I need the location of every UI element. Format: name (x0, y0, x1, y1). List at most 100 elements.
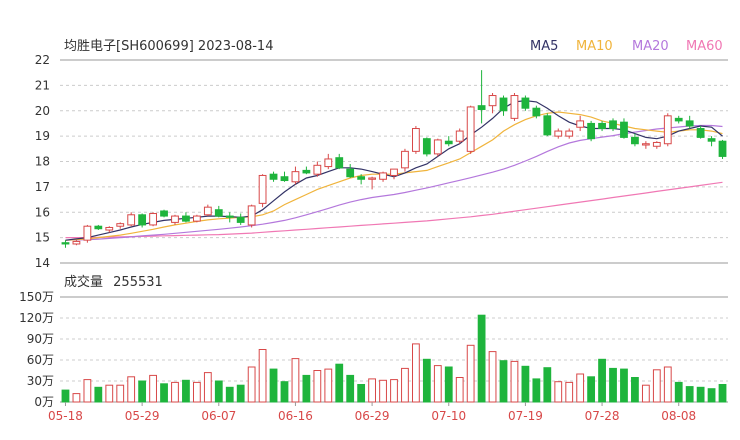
x-tick-label: 05-29 (125, 409, 160, 423)
volume-bar (554, 381, 563, 403)
volume-bar (203, 372, 212, 403)
volume-bar (368, 378, 376, 403)
volume-bar (324, 368, 333, 403)
candle-body (422, 138, 431, 155)
volume-bar (379, 379, 387, 403)
volume-bar (105, 384, 114, 403)
volume-bar (718, 384, 727, 403)
volume-bar (696, 386, 705, 403)
volume-bar (422, 358, 431, 403)
volume-bar (346, 374, 355, 403)
volume-bar (225, 386, 234, 403)
candle-body (685, 120, 694, 127)
volume-bar (631, 377, 639, 403)
y-tick-label: 60万 (27, 353, 54, 367)
volume-bar (335, 363, 344, 403)
candle-body (160, 210, 168, 217)
volume-bar (532, 378, 541, 403)
candle-body (214, 209, 223, 217)
y-tick-label: 90万 (27, 332, 54, 346)
volume-bars (61, 314, 727, 403)
x-tick-label: 05-18 (48, 409, 83, 423)
volume-bar (116, 384, 125, 403)
volume-bar (160, 383, 168, 403)
candle-body (401, 150, 409, 169)
legend-item: MA20 (632, 39, 669, 54)
candle-body (258, 174, 267, 204)
candle-body (620, 121, 628, 138)
y-tick-label: 150万 (19, 290, 54, 304)
x-tick-label: 06-16 (278, 409, 313, 423)
chart-title: 均胜电子[SH600699] 2023-08-14 (64, 39, 273, 54)
volume-bar (455, 377, 464, 403)
candle-body (203, 206, 212, 216)
volume-bar (587, 376, 596, 403)
volume-bar (171, 381, 179, 403)
candle-body (368, 177, 376, 180)
volume-bar (707, 388, 716, 403)
candle-body (412, 128, 420, 152)
volume-bar (565, 381, 574, 403)
candle-body (576, 120, 585, 128)
candle-body (543, 115, 552, 136)
candle-body (663, 115, 672, 145)
candle-body (707, 138, 716, 142)
candles (61, 70, 727, 248)
volume-bar (280, 381, 289, 403)
candle-body (236, 216, 245, 223)
volume-bar (357, 384, 366, 403)
volume-bar (466, 344, 475, 403)
volume-bar (620, 368, 628, 403)
volume-bar (674, 381, 683, 403)
volume-title: 成交量 255531 (64, 274, 163, 290)
y-tick-label: 19 (35, 129, 50, 143)
candle-body (116, 223, 125, 227)
candle-body (302, 169, 311, 174)
candle-body (324, 158, 333, 168)
candle-body (587, 122, 596, 140)
y-tick-label: 0万 (34, 395, 54, 409)
volume-bar (83, 379, 92, 403)
candle-body (674, 117, 683, 122)
candle-body (138, 214, 147, 226)
candle-body (718, 140, 727, 157)
ma60-line (65, 181, 723, 239)
candle-body (433, 139, 442, 155)
candle-body (554, 130, 563, 137)
ma20-line (65, 124, 723, 241)
y-tick-label: 15 (35, 231, 50, 245)
candle-body (499, 97, 508, 112)
volume-bar (412, 343, 420, 403)
candle-body (149, 213, 157, 226)
volume-bar (236, 384, 245, 403)
y-tick-label: 21 (35, 78, 50, 92)
volume-bar (609, 367, 617, 403)
legend: MA5 MA10 MA20 MA60 (530, 39, 723, 54)
candle-body (357, 176, 366, 180)
volume-bar (247, 366, 256, 403)
price-grid (60, 59, 728, 264)
candle-body (641, 143, 650, 146)
candle-body (72, 240, 81, 245)
volume-bar (598, 358, 606, 403)
volume-y-axis: 150万 120万 90万 60万 30万 0万 (19, 290, 54, 409)
volume-bar (94, 386, 103, 403)
candle-body (127, 214, 136, 226)
volume-bar (61, 389, 70, 403)
candle-body (313, 164, 322, 175)
x-tick-label: 07-19 (508, 409, 543, 423)
candle-body (225, 215, 234, 218)
candle-body (696, 128, 705, 138)
candle-body (335, 157, 344, 169)
candle-body (247, 205, 256, 226)
y-tick-label: 20 (35, 104, 50, 118)
volume-bar (72, 393, 81, 403)
candle-body (477, 105, 486, 110)
candle-body (390, 168, 398, 176)
volume-bar (269, 368, 278, 403)
y-tick-label: 18 (35, 155, 50, 169)
candle-body (291, 171, 300, 183)
candle-body (269, 173, 278, 180)
volume-bar (127, 376, 136, 403)
